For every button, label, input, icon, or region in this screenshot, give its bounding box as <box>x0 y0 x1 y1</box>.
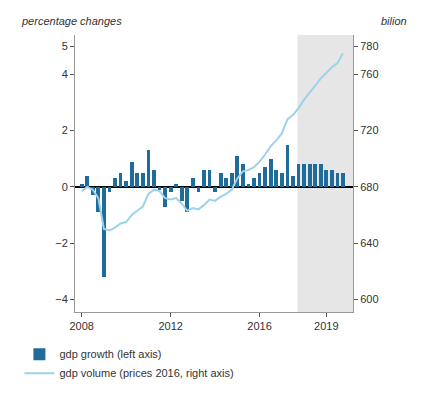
svg-text:bilion: bilion <box>381 15 407 27</box>
svg-text:600: 600 <box>360 293 378 305</box>
svg-text:0: 0 <box>62 181 68 193</box>
svg-text:640: 640 <box>360 237 378 249</box>
svg-text:gdp volume (prices 2016, right: gdp volume (prices 2016, right axis) <box>59 367 233 379</box>
svg-text:gdp growth (left axis): gdp growth (left axis) <box>59 348 161 360</box>
svg-text:680: 680 <box>360 181 378 193</box>
svg-text:2: 2 <box>62 124 68 136</box>
svg-text:5: 5 <box>62 40 68 52</box>
svg-text:760: 760 <box>360 68 378 80</box>
svg-text:2019: 2019 <box>314 320 338 332</box>
svg-text:−4: −4 <box>55 293 68 305</box>
svg-text:percentage changes: percentage changes <box>21 15 122 27</box>
svg-text:−2: −2 <box>55 237 68 249</box>
svg-text:4: 4 <box>62 68 68 80</box>
svg-text:780: 780 <box>360 40 378 52</box>
svg-text:2008: 2008 <box>69 320 93 332</box>
svg-text:720: 720 <box>360 124 378 136</box>
svg-text:2012: 2012 <box>158 320 182 332</box>
svg-text:2016: 2016 <box>247 320 271 332</box>
